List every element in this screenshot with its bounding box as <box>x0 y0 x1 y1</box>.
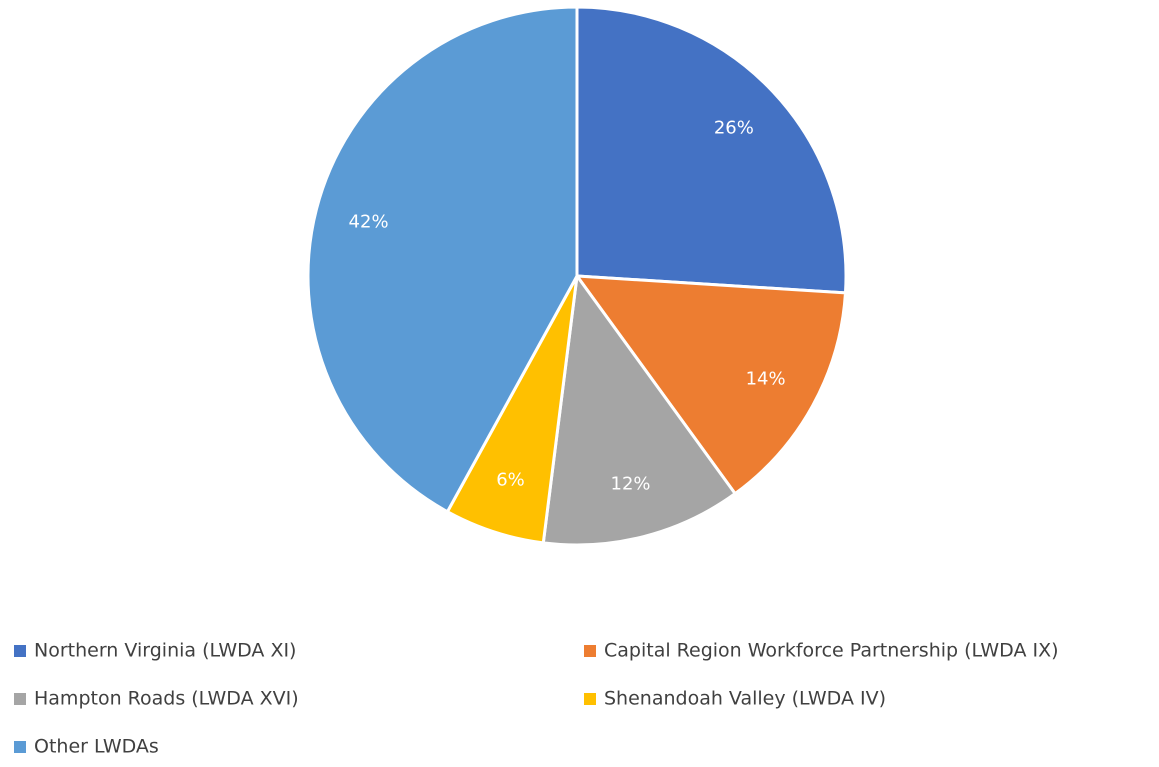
data-label: 12% <box>611 473 651 494</box>
data-label: 14% <box>746 369 786 390</box>
data-label: 42% <box>349 211 389 232</box>
data-label: 26% <box>714 118 754 139</box>
pie-slice <box>541 272 738 547</box>
pie-slice <box>575 5 848 295</box>
legend-label: Shenandoah Valley (LWDA IV) <box>604 688 886 710</box>
legend-swatch <box>14 741 26 753</box>
legend-swatch <box>14 645 26 657</box>
legend-swatch <box>584 645 596 657</box>
data-label: 6% <box>496 470 525 491</box>
pie-slice <box>306 5 579 514</box>
legend-label: Capital Region Workforce Partnership (LW… <box>604 640 1059 662</box>
legend-label: Other LWDAs <box>34 736 159 758</box>
legend-label: Northern Virginia (LWDA XI) <box>34 640 296 662</box>
pie-slice <box>573 274 848 496</box>
legend-label: Hampton Roads (LWDA XVI) <box>34 688 299 710</box>
legend-swatch <box>584 693 596 705</box>
legend-swatch <box>14 693 26 705</box>
